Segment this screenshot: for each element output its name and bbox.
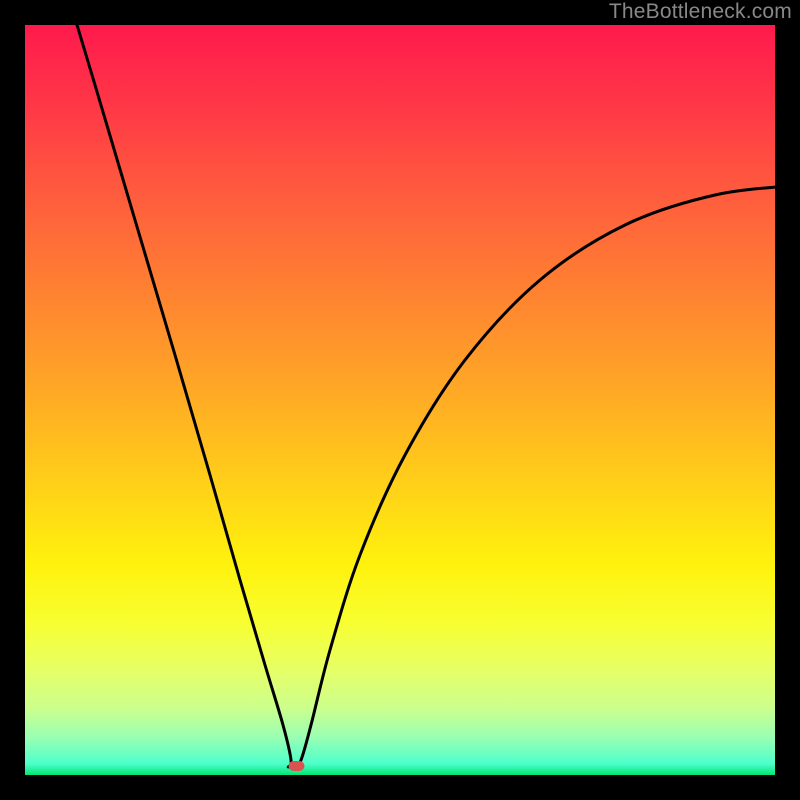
- bottleneck-chart: [0, 0, 800, 800]
- plot-area: [25, 0, 800, 775]
- optimal-point-marker: [289, 761, 305, 771]
- gradient-background: [25, 25, 775, 775]
- chart-container: TheBottleneck.com: [0, 0, 800, 800]
